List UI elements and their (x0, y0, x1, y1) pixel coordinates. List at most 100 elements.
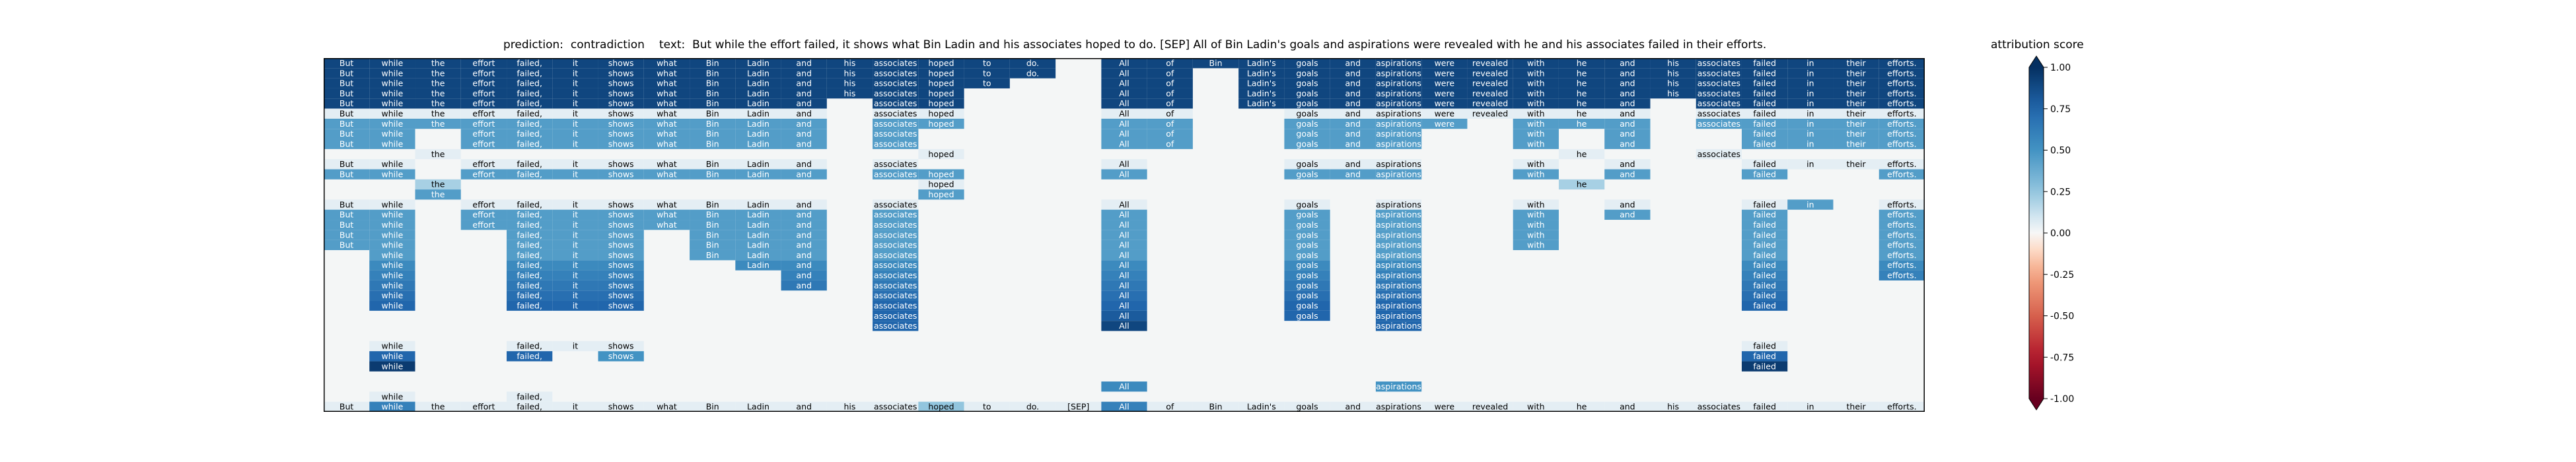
heatmap-cell (735, 78, 781, 88)
heatmap-cell (873, 118, 919, 129)
cell-token-label: Bin (706, 98, 719, 108)
heatmap-cell (690, 118, 736, 129)
cell-token-label: to (983, 79, 991, 88)
heatmap-cell (460, 129, 507, 139)
cell-token-label: what (657, 402, 677, 412)
heatmap-cell (324, 159, 370, 170)
heatmap-cell (918, 118, 964, 129)
cell-token-label: of (1166, 79, 1174, 88)
cell-token-label: aspirations (1376, 109, 1421, 119)
cell-token-label: in (1807, 58, 1814, 68)
cell-token-label: while (381, 290, 403, 300)
cell-token-label: and (1345, 139, 1361, 148)
cell-token-label: while (381, 159, 403, 169)
heatmap-cell (1375, 260, 1422, 271)
heatmap-cell (1101, 310, 1147, 321)
cell-token-label: revealed (1472, 402, 1508, 412)
heatmap-cell (781, 169, 827, 180)
cell-token-label: shows (608, 250, 634, 260)
cell-token-label: it (573, 300, 578, 310)
heatmap-cell (918, 108, 964, 119)
heatmap-cell (873, 209, 919, 220)
cell-token-label: efforts. (1887, 250, 1916, 260)
heatmap-cell (1558, 108, 1605, 119)
cell-token-label: goals (1296, 250, 1318, 260)
cell-token-label: goals (1296, 98, 1318, 108)
colorbar-tick-label: 1.00 (2050, 63, 2071, 73)
cell-token-label: were (1435, 98, 1455, 108)
cell-token-label: Ladin (747, 79, 769, 88)
heatmap-cell (598, 78, 644, 88)
cell-token-label: associates (874, 210, 917, 220)
heatmap-cell (324, 230, 370, 240)
cell-token-label: with (1527, 159, 1545, 169)
heatmap-cell (1330, 118, 1376, 129)
cell-token-label: and (796, 250, 812, 260)
cell-token-label: and (1345, 402, 1361, 412)
cell-token-label: the (431, 189, 445, 199)
heatmap-cell (1604, 58, 1651, 69)
heatmap-cell (507, 159, 553, 170)
cell-token-label: Ladin's (1247, 79, 1276, 88)
heatmap-cell (552, 108, 598, 119)
cell-token-label: failed (1753, 169, 1776, 179)
cell-token-label: But (340, 79, 353, 88)
cell-token-label: with (1527, 169, 1545, 179)
cell-token-label: But (340, 169, 353, 179)
cell-token-label: associates (874, 271, 917, 280)
cell-token-label: failed (1753, 280, 1776, 290)
heatmap-cell (369, 249, 415, 261)
heatmap-cell (507, 88, 553, 99)
cell-token-label: failed, (517, 351, 542, 361)
cell-token-label: associates (874, 58, 917, 68)
cell-token-label: he (1577, 180, 1587, 189)
cell-token-label: But (340, 210, 353, 220)
heatmap-cell (598, 129, 644, 139)
heatmap-cell (873, 159, 919, 170)
colorbar-tick-label: -0.25 (2050, 270, 2074, 280)
heatmap-cell (324, 401, 370, 412)
cell-token-label: aspirations (1376, 271, 1421, 280)
cell-token-label: associates (874, 230, 917, 240)
cell-token-label: to (983, 58, 991, 68)
cell-token-label: aspirations (1376, 68, 1421, 78)
cell-token-label: All (1119, 88, 1129, 98)
heatmap-cell (1375, 290, 1422, 301)
cell-token-label: he (1577, 88, 1587, 98)
heatmap-cell (1147, 129, 1193, 139)
cell-token-label: goals (1296, 159, 1318, 169)
heatmap-cell (1787, 108, 1834, 119)
heatmap-cell (1741, 240, 1788, 250)
cell-token-label: it (573, 402, 578, 412)
cell-token-label: failed, (517, 199, 542, 209)
heatmap-cell (1375, 58, 1422, 69)
cell-token-label: and (796, 88, 812, 98)
cell-token-label: he (1577, 109, 1587, 119)
heatmap-cell (1787, 129, 1834, 139)
heatmap-cell (643, 108, 690, 119)
cell-token-label: with (1527, 199, 1545, 209)
heatmap-cell (735, 249, 781, 261)
cell-token-label: failed (1753, 139, 1776, 148)
heatmap-cell (1878, 78, 1925, 88)
cell-token-label: in (1807, 68, 1814, 78)
cell-token-label: failed (1753, 220, 1776, 230)
heatmap-cell (1330, 159, 1376, 170)
heatmap-cell (873, 68, 919, 79)
cell-token-label: shows (608, 402, 634, 412)
cell-token-label: it (573, 109, 578, 119)
cell-token-label: while (381, 79, 403, 88)
heatmap-cell (1375, 381, 1422, 392)
cell-token-label: effort (472, 119, 495, 129)
cell-token-label: Ladin's (1247, 98, 1276, 108)
cell-token-label: and (1345, 159, 1361, 169)
cell-token-label: their (1847, 129, 1867, 139)
heatmap-cell (1650, 68, 1696, 79)
heatmap-cell (1741, 58, 1788, 69)
cell-token-label: while (381, 351, 403, 361)
cell-token-label: goals (1296, 230, 1318, 240)
heatmap-cell (460, 199, 507, 210)
heatmap-cell (598, 270, 644, 280)
heatmap-cell (369, 220, 415, 230)
cell-token-label: revealed (1472, 88, 1508, 98)
